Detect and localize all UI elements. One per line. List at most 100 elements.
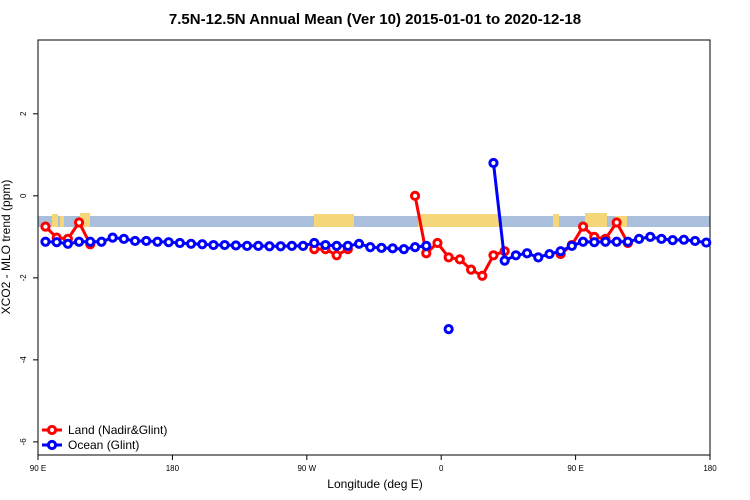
point	[689, 235, 701, 247]
point	[241, 240, 253, 251]
point	[533, 252, 544, 263]
point	[477, 270, 488, 281]
point	[622, 236, 633, 247]
point	[577, 236, 589, 247]
x-tick-label: 0	[439, 464, 444, 473]
point	[409, 190, 421, 201]
point	[152, 236, 163, 247]
land-patch	[80, 213, 90, 227]
point	[555, 246, 566, 257]
point	[85, 236, 96, 247]
land-patch	[585, 213, 607, 227]
point	[297, 240, 309, 251]
point	[219, 239, 230, 251]
point	[454, 254, 465, 265]
y-tick-label: -6	[19, 438, 28, 446]
point	[589, 237, 600, 248]
point	[465, 264, 477, 275]
point	[40, 236, 51, 247]
point	[141, 235, 152, 247]
point	[656, 233, 667, 244]
plot-frame	[37, 39, 711, 456]
land-patch	[553, 214, 559, 227]
point	[421, 240, 432, 251]
point	[275, 241, 286, 252]
point	[174, 237, 185, 249]
point	[544, 248, 555, 260]
x-axis-label: Longitude (deg E)	[327, 477, 422, 491]
point	[488, 250, 499, 261]
land-patch	[418, 214, 500, 227]
y-tick-label: -2	[19, 274, 28, 282]
y-tick-label: 2	[19, 111, 28, 116]
point	[521, 248, 533, 259]
series-line	[314, 247, 349, 258]
series	[40, 157, 712, 335]
x-tick-label: 90 W	[297, 464, 316, 473]
point	[185, 238, 197, 249]
point	[107, 232, 118, 243]
point	[286, 240, 297, 251]
point	[309, 237, 320, 249]
land-patch	[314, 214, 354, 227]
chart-title: 7.5N-12.5N Annual Mean (Ver 10) 2015-01-…	[169, 11, 581, 28]
point	[667, 235, 678, 246]
point	[510, 250, 521, 261]
point	[208, 239, 219, 251]
x-tick-label: 180	[166, 464, 180, 473]
point	[577, 221, 589, 232]
land-patch	[52, 214, 58, 227]
legend-label: Ocean (Glint)	[68, 438, 139, 452]
point	[701, 237, 712, 248]
point	[611, 236, 622, 247]
point	[253, 240, 264, 251]
point	[96, 236, 107, 247]
x-tick-label: 90 E	[567, 464, 583, 473]
point	[353, 238, 365, 249]
point	[73, 236, 85, 247]
point	[600, 236, 611, 247]
land-patch	[60, 216, 64, 227]
point	[365, 241, 376, 253]
point	[398, 244, 409, 255]
point	[320, 239, 331, 251]
point	[633, 233, 645, 244]
point	[443, 252, 454, 263]
legend-marker	[46, 439, 58, 451]
point	[611, 217, 622, 228]
point	[566, 240, 577, 251]
ocean-band	[38, 216, 710, 227]
x-tick-label: 180	[703, 464, 717, 473]
point	[264, 241, 275, 252]
legend-marker	[46, 424, 58, 436]
point	[197, 239, 208, 250]
point	[129, 235, 141, 247]
y-axis-label: XCO2 - MLO trend (ppm)	[0, 180, 13, 315]
point	[73, 217, 85, 228]
point	[342, 240, 353, 251]
point	[163, 237, 174, 248]
point	[40, 221, 51, 232]
point	[118, 233, 129, 244]
point	[376, 242, 387, 254]
point	[331, 250, 342, 261]
point	[645, 231, 656, 242]
point	[387, 243, 398, 254]
point	[230, 240, 241, 251]
x-tick-label: 90 E	[30, 464, 46, 473]
point	[488, 157, 499, 169]
y-tick-label: 0	[19, 193, 28, 198]
y-tick-label: -4	[19, 356, 28, 364]
point	[409, 241, 421, 253]
point	[62, 238, 73, 249]
point	[432, 237, 443, 249]
point	[678, 234, 689, 245]
point	[499, 255, 510, 266]
point	[51, 237, 62, 248]
point	[443, 324, 454, 335]
point	[331, 240, 342, 251]
legend-label: Land (Nadir&Glint)	[68, 423, 167, 437]
